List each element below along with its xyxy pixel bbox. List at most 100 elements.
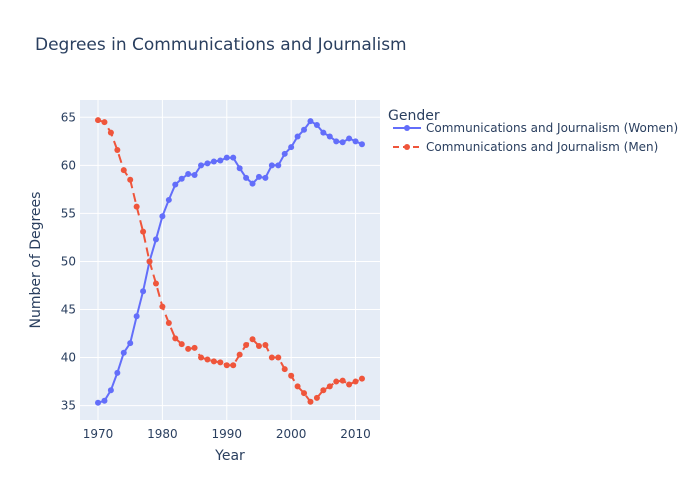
data-point	[333, 378, 340, 385]
data-point	[146, 258, 153, 265]
data-point	[101, 397, 108, 404]
y-tick-label: 40	[61, 351, 76, 365]
plot-area	[80, 100, 380, 420]
data-point	[172, 335, 179, 342]
data-point	[313, 394, 320, 401]
data-point	[152, 236, 159, 243]
data-point	[326, 133, 333, 140]
y-axis-title: Number of Degrees	[28, 192, 44, 329]
x-tick-label: 1990	[212, 427, 243, 441]
data-point	[140, 228, 147, 235]
y-tick-label: 55	[61, 206, 76, 220]
data-point	[223, 154, 230, 161]
data-point	[255, 343, 262, 350]
data-point	[236, 165, 243, 172]
data-point	[191, 344, 198, 351]
data-point	[101, 119, 108, 126]
data-point	[95, 399, 102, 406]
y-tick-label: 50	[61, 254, 76, 268]
data-point	[313, 121, 320, 128]
data-point	[107, 129, 114, 136]
data-point	[165, 196, 172, 203]
series-women	[95, 118, 365, 406]
legend-marker	[404, 144, 410, 150]
data-point	[217, 157, 224, 164]
data-point	[358, 141, 365, 148]
x-axis-title: Year	[214, 448, 245, 464]
data-point	[204, 356, 211, 363]
data-point	[210, 158, 217, 165]
data-point	[262, 174, 269, 181]
data-point	[255, 173, 262, 180]
data-point	[275, 162, 282, 169]
data-point	[114, 146, 121, 153]
data-point	[326, 383, 333, 390]
data-point	[120, 167, 127, 174]
data-point	[333, 138, 340, 145]
data-point	[352, 378, 359, 385]
series-men	[95, 117, 365, 405]
data-point	[243, 342, 250, 349]
data-point	[127, 176, 134, 183]
data-point	[346, 135, 353, 142]
data-point	[294, 133, 301, 140]
data-point	[204, 160, 211, 167]
y-tick-label: 45	[61, 302, 76, 316]
x-axis: 1970 1980 1990 2000 2010	[83, 427, 371, 441]
legend-marker	[404, 125, 410, 131]
data-point	[249, 336, 256, 343]
data-point	[320, 129, 327, 136]
chart-title: Degrees in Communications and Journalism	[35, 35, 407, 55]
data-point	[165, 319, 172, 326]
x-tick-label: 2010	[340, 427, 371, 441]
data-point	[210, 358, 217, 365]
data-point	[301, 126, 308, 133]
x-tick-label: 2000	[276, 427, 307, 441]
data-point	[249, 180, 256, 187]
data-point	[217, 359, 224, 366]
data-point	[198, 354, 205, 361]
data-point	[191, 171, 198, 178]
data-point	[223, 362, 230, 369]
data-point	[346, 381, 353, 388]
grid	[80, 100, 380, 420]
data-point	[114, 369, 121, 376]
data-point	[262, 342, 269, 349]
data-point	[133, 203, 140, 210]
data-point	[339, 139, 346, 146]
data-point	[185, 345, 192, 352]
data-point	[281, 150, 288, 157]
y-axis: 35 40 45 50 55 60 65	[61, 110, 76, 412]
data-point	[275, 354, 282, 361]
data-point	[120, 349, 127, 356]
y-tick-label: 35	[61, 399, 76, 413]
data-point	[152, 280, 159, 287]
legend-title: Gender	[388, 108, 440, 124]
data-point	[320, 387, 327, 394]
legend: Gender Communications and Journalism (Wo…	[388, 108, 678, 154]
data-point	[294, 383, 301, 390]
data-point	[307, 398, 314, 405]
data-point	[107, 387, 114, 394]
data-point	[268, 354, 275, 361]
x-tick-label: 1980	[147, 427, 178, 441]
series-layer	[95, 117, 365, 406]
legend-label: Communications and Journalism (Men)	[426, 140, 658, 154]
data-point	[185, 170, 192, 177]
data-point	[133, 313, 140, 320]
y-tick-label: 65	[61, 110, 76, 124]
data-point	[243, 174, 250, 181]
data-point	[301, 390, 308, 397]
data-point	[281, 366, 288, 373]
data-point	[198, 162, 205, 169]
data-point	[178, 341, 185, 348]
data-point	[268, 162, 275, 169]
data-point	[127, 340, 134, 347]
legend-label: Communications and Journalism (Women)	[426, 121, 678, 135]
data-point	[178, 175, 185, 182]
x-tick-label: 1970	[83, 427, 114, 441]
data-point	[358, 375, 365, 382]
data-point	[159, 213, 166, 220]
data-point	[339, 377, 346, 384]
